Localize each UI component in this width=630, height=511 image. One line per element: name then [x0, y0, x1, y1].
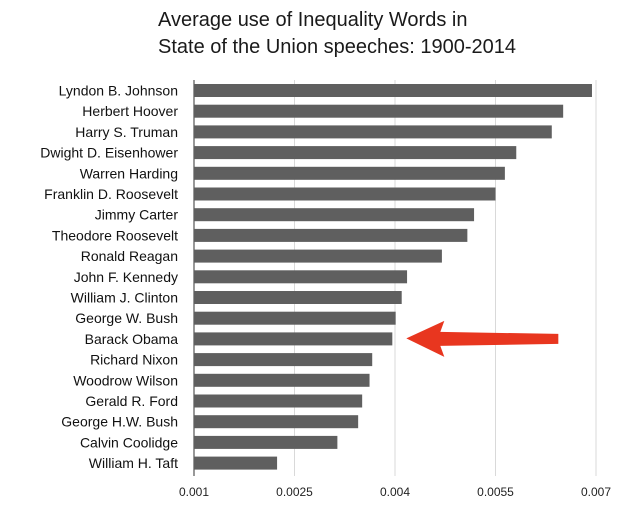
arrow-annotation	[406, 320, 559, 357]
x-tick-label: 0.004	[380, 485, 410, 499]
bar	[194, 208, 475, 222]
bar	[194, 228, 468, 242]
category-label: Harry S. Truman	[75, 124, 178, 140]
category-label: Jimmy Carter	[95, 207, 179, 223]
x-tick-label: 0.007	[581, 485, 611, 499]
category-label: Richard Nixon	[90, 352, 178, 368]
category-label: George H.W. Bush	[61, 414, 178, 430]
category-labels: Lyndon B. Johnson Herbert Hoover Harry S. …	[40, 83, 178, 472]
bar	[194, 332, 393, 346]
category-label: Warren Harding	[80, 165, 178, 181]
bar	[194, 456, 278, 470]
bar	[194, 104, 564, 118]
bar	[194, 187, 496, 201]
bar	[194, 125, 552, 139]
category-label: Dwight D. Eisenhower	[40, 145, 178, 161]
bar	[194, 146, 517, 160]
bar	[194, 166, 505, 180]
category-label: Ronald Reagan	[81, 248, 178, 264]
bar	[194, 373, 370, 387]
bar	[194, 291, 402, 304]
category-label: Herbert Hoover	[82, 103, 178, 119]
x-tick-label: 0.0055	[477, 485, 514, 499]
category-label: Woodrow Wilson	[73, 372, 178, 388]
bars	[194, 84, 592, 470]
bar	[194, 311, 396, 325]
category-label: George W. Bush	[75, 310, 178, 326]
bar	[194, 415, 359, 429]
x-tick-label: 0.001	[179, 485, 209, 499]
category-label: John F. Kennedy	[74, 269, 178, 285]
category-label: Lyndon B. Johnson	[59, 83, 178, 99]
annotation	[406, 320, 559, 357]
bar	[194, 84, 592, 97]
chart-title-line-2: State of the Union speeches: 1900-2014	[158, 36, 516, 58]
category-label: Barack Obama	[85, 331, 179, 347]
bar	[194, 394, 363, 408]
category-label: Calvin Coolidge	[80, 434, 178, 450]
chart-title-line-1: Average use of Inequality Words in	[158, 9, 467, 31]
bar	[194, 249, 442, 263]
category-label: Franklin D. Roosevelt	[44, 186, 178, 202]
x-tick-labels: 0.001 0.0025 0.004 0.0055 0.007	[179, 485, 611, 499]
category-label: William J. Clinton	[71, 290, 178, 306]
category-label: William H. Taft	[89, 455, 178, 471]
bar	[194, 270, 408, 284]
bar	[194, 353, 373, 367]
bar	[194, 435, 338, 449]
category-label: Theodore Roosevelt	[52, 227, 178, 243]
category-label: Gerald R. Ford	[85, 393, 178, 409]
x-tick-label: 0.0025	[276, 485, 313, 499]
